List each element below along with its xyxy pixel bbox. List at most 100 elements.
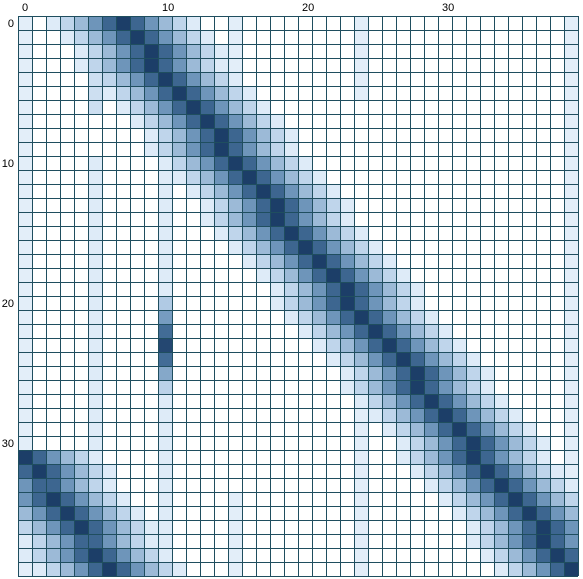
heatmap-cell bbox=[284, 310, 298, 324]
heatmap-cell bbox=[88, 338, 102, 352]
heatmap-cell bbox=[298, 324, 312, 338]
heatmap-cell bbox=[396, 268, 410, 282]
heatmap-cell bbox=[242, 170, 256, 184]
heatmap-cell bbox=[508, 450, 522, 464]
heatmap-cell bbox=[242, 128, 256, 142]
heatmap-cell bbox=[32, 464, 46, 478]
heatmap-cell bbox=[480, 520, 494, 534]
heatmap-cell bbox=[242, 198, 256, 212]
heatmap-cell bbox=[46, 520, 60, 534]
heatmap-cell bbox=[102, 492, 116, 506]
heatmap-cell bbox=[564, 520, 578, 534]
heatmap-cell bbox=[144, 100, 158, 114]
heatmap-cell bbox=[88, 170, 102, 184]
heatmap-cell bbox=[550, 562, 564, 576]
heatmap-cell bbox=[158, 464, 172, 478]
heatmap-cell bbox=[494, 450, 508, 464]
heatmap-cell bbox=[102, 548, 116, 562]
heatmap-cell bbox=[536, 492, 550, 506]
heatmap-cell bbox=[424, 352, 438, 366]
heatmap-cell bbox=[564, 506, 578, 520]
heatmap-cell bbox=[452, 338, 466, 352]
heatmap-cell bbox=[382, 324, 396, 338]
heatmap-cell bbox=[60, 506, 74, 520]
heatmap-cell bbox=[88, 296, 102, 310]
heatmap-cell bbox=[32, 450, 46, 464]
heatmap-cell bbox=[74, 450, 88, 464]
heatmap-cell bbox=[130, 114, 144, 128]
heatmap-cell bbox=[452, 492, 466, 506]
heatmap-cell bbox=[354, 310, 368, 324]
heatmap-cell bbox=[340, 352, 354, 366]
heatmap-cell bbox=[270, 142, 284, 156]
heatmap-cell bbox=[354, 408, 368, 422]
heatmap-cell bbox=[158, 366, 172, 380]
heatmap-cell bbox=[424, 464, 438, 478]
heatmap-cell bbox=[438, 352, 452, 366]
heatmap-cell bbox=[396, 296, 410, 310]
heatmap-cell bbox=[466, 422, 480, 436]
heatmap-cell bbox=[60, 562, 74, 576]
heatmap-cell bbox=[424, 436, 438, 450]
heatmap-cell bbox=[522, 478, 536, 492]
heatmap-cell bbox=[284, 282, 298, 296]
heatmap-cell bbox=[88, 562, 102, 576]
heatmap-cell bbox=[452, 380, 466, 394]
heatmap-cell bbox=[172, 170, 186, 184]
heatmap-cell bbox=[354, 254, 368, 268]
heatmap-cell bbox=[88, 492, 102, 506]
heatmap-cell bbox=[466, 380, 480, 394]
heatmap-cell bbox=[256, 240, 270, 254]
heatmap-cell bbox=[88, 226, 102, 240]
heatmap-cell bbox=[410, 366, 424, 380]
heatmap-cell bbox=[228, 128, 242, 142]
heatmap-cell bbox=[270, 296, 284, 310]
heatmap-cell bbox=[18, 352, 32, 366]
heatmap-cell bbox=[564, 310, 578, 324]
heatmap-cell bbox=[312, 226, 326, 240]
heatmap-cell bbox=[340, 268, 354, 282]
heatmap-cell bbox=[18, 72, 32, 86]
heatmap-cell bbox=[480, 436, 494, 450]
heatmap-cell bbox=[508, 436, 522, 450]
heatmap-cell bbox=[564, 534, 578, 548]
heatmap-cell bbox=[452, 436, 466, 450]
heatmap-cell bbox=[186, 100, 200, 114]
heatmap-cell bbox=[508, 464, 522, 478]
heatmap-cell bbox=[88, 450, 102, 464]
heatmap-cell bbox=[60, 534, 74, 548]
heatmap-cell bbox=[144, 72, 158, 86]
heatmap-cell bbox=[410, 380, 424, 394]
heatmap-cell bbox=[74, 520, 88, 534]
heatmap-cell bbox=[214, 44, 228, 58]
heatmap-cell bbox=[564, 296, 578, 310]
heatmap-cell bbox=[564, 268, 578, 282]
heatmap-cell bbox=[32, 520, 46, 534]
heatmap-cell bbox=[116, 86, 130, 100]
heatmap-cell bbox=[368, 380, 382, 394]
heatmap-cell bbox=[564, 450, 578, 464]
heatmap-cell bbox=[18, 128, 32, 142]
heatmap-cell bbox=[18, 464, 32, 478]
heatmap-cell bbox=[144, 142, 158, 156]
heatmap-cell bbox=[564, 72, 578, 86]
heatmap-cell bbox=[18, 16, 32, 30]
heatmap-cell bbox=[116, 100, 130, 114]
heatmap-cell bbox=[158, 282, 172, 296]
heatmap-cell bbox=[536, 506, 550, 520]
heatmap-cell bbox=[424, 478, 438, 492]
heatmap-cell bbox=[452, 506, 466, 520]
heatmap-cell bbox=[88, 254, 102, 268]
heatmap-cell bbox=[200, 156, 214, 170]
heatmap-cell bbox=[368, 268, 382, 282]
heatmap-cell bbox=[158, 534, 172, 548]
heatmap-cell bbox=[88, 380, 102, 394]
heatmap-cell bbox=[564, 478, 578, 492]
heatmap-cell bbox=[158, 212, 172, 226]
heatmap-cell bbox=[424, 310, 438, 324]
heatmap-cell bbox=[424, 450, 438, 464]
heatmap-cell bbox=[354, 72, 368, 86]
y-tick-label: 30 bbox=[2, 438, 14, 450]
heatmap-cell bbox=[396, 282, 410, 296]
heatmap-cell bbox=[368, 240, 382, 254]
